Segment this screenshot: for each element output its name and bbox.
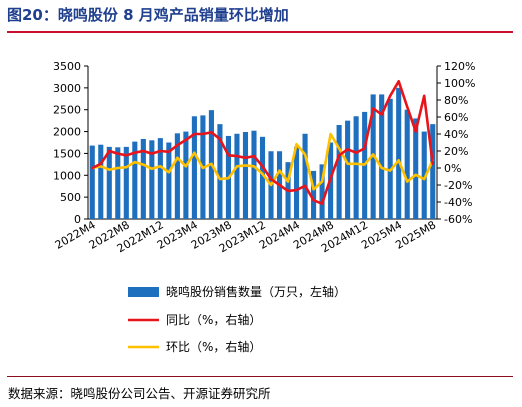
- sales-bar: [302, 133, 308, 219]
- right-tick-label: 100%: [444, 77, 475, 90]
- sales-bar: [259, 136, 266, 219]
- left-tick-label: 0: [74, 213, 81, 226]
- right-tick-label: 40%: [444, 128, 468, 141]
- right-tick-label: -40%: [444, 196, 472, 209]
- sales-bar: [319, 164, 325, 219]
- source-note: 数据来源：晓鸣股份公司公告、开源证券研究所: [8, 386, 271, 401]
- right-tick-label: -20%: [444, 179, 472, 192]
- sales-bar: [174, 133, 180, 219]
- sales-bar: [311, 170, 317, 219]
- legend-swatch-sales: [128, 287, 159, 297]
- legend-label-mom: 环比（%，右轴）: [166, 339, 261, 354]
- sales-bar: [89, 145, 95, 219]
- right-tick-label: 60%: [444, 111, 468, 124]
- sales-bar: [132, 141, 138, 219]
- legend-label-yoy: 同比（%，右轴）: [166, 312, 261, 327]
- line-series: [91, 80, 435, 205]
- sales-bar: [336, 125, 342, 219]
- right-axis-ticks: -60% -40% -20% 0% 20% 40% 60% 80% 100% 120%: [437, 60, 475, 226]
- right-tick-label: 80%: [444, 94, 468, 107]
- left-tick-label: 1500: [53, 147, 81, 160]
- sales-bar: [149, 140, 155, 219]
- left-tick-label: 3500: [53, 60, 81, 73]
- sales-bar: [115, 147, 121, 219]
- sales-bar: [191, 116, 197, 219]
- sales-bar: [430, 124, 436, 219]
- sales-bar: [217, 124, 223, 219]
- left-tick-label: 3000: [53, 82, 81, 95]
- sales-bar: [251, 130, 257, 219]
- x-axis-ticks: 2022M42022M82022M122023M42023M82023M1220…: [53, 218, 439, 255]
- title-rule: [7, 31, 513, 33]
- sales-bar: [345, 120, 351, 219]
- left-tick-label: 2500: [53, 104, 81, 117]
- right-tick-label: 0%: [444, 162, 461, 175]
- sales-bar: [379, 94, 385, 219]
- sales-bar: [421, 131, 427, 219]
- sales-bar: [140, 139, 146, 219]
- sales-bar: [157, 138, 163, 219]
- sales-bar: [293, 146, 300, 219]
- sales-bar: [98, 144, 104, 219]
- sales-bar: [106, 146, 112, 219]
- sales-bar: [404, 109, 410, 219]
- figure-title: 图20：晓鸣股份 8 月鸡产品销量环比增加: [7, 6, 289, 24]
- legend-label-sales: 晓鸣股份销售数量（万只，左轴）: [166, 284, 346, 299]
- yoy-line: [91, 80, 435, 205]
- mom-line: [91, 132, 435, 191]
- left-tick-label: 2000: [53, 126, 81, 139]
- right-tick-label: -60%: [444, 213, 472, 226]
- sales-bar: [353, 116, 359, 219]
- left-tick-label: 500: [60, 191, 81, 204]
- right-tick-label: 20%: [444, 145, 468, 158]
- sales-bar: [413, 118, 419, 219]
- sales-bar: [387, 98, 393, 219]
- sales-bar: [234, 133, 240, 219]
- sales-bar: [123, 146, 129, 219]
- legend: 晓鸣股份销售数量（万只，左轴） 同比（%，右轴） 环比（%，右轴）: [128, 284, 346, 354]
- sales-bar: [242, 132, 249, 219]
- right-tick-label: 120%: [444, 60, 475, 73]
- bottom-rule: [7, 376, 513, 377]
- sales-bar: [166, 142, 172, 219]
- left-tick-label: 1000: [53, 169, 81, 182]
- left-axis-ticks: 0 500 1000 1500 2000 2500 3000 3500: [53, 60, 88, 226]
- sales-bar: [396, 87, 402, 219]
- sales-bar: [183, 131, 189, 219]
